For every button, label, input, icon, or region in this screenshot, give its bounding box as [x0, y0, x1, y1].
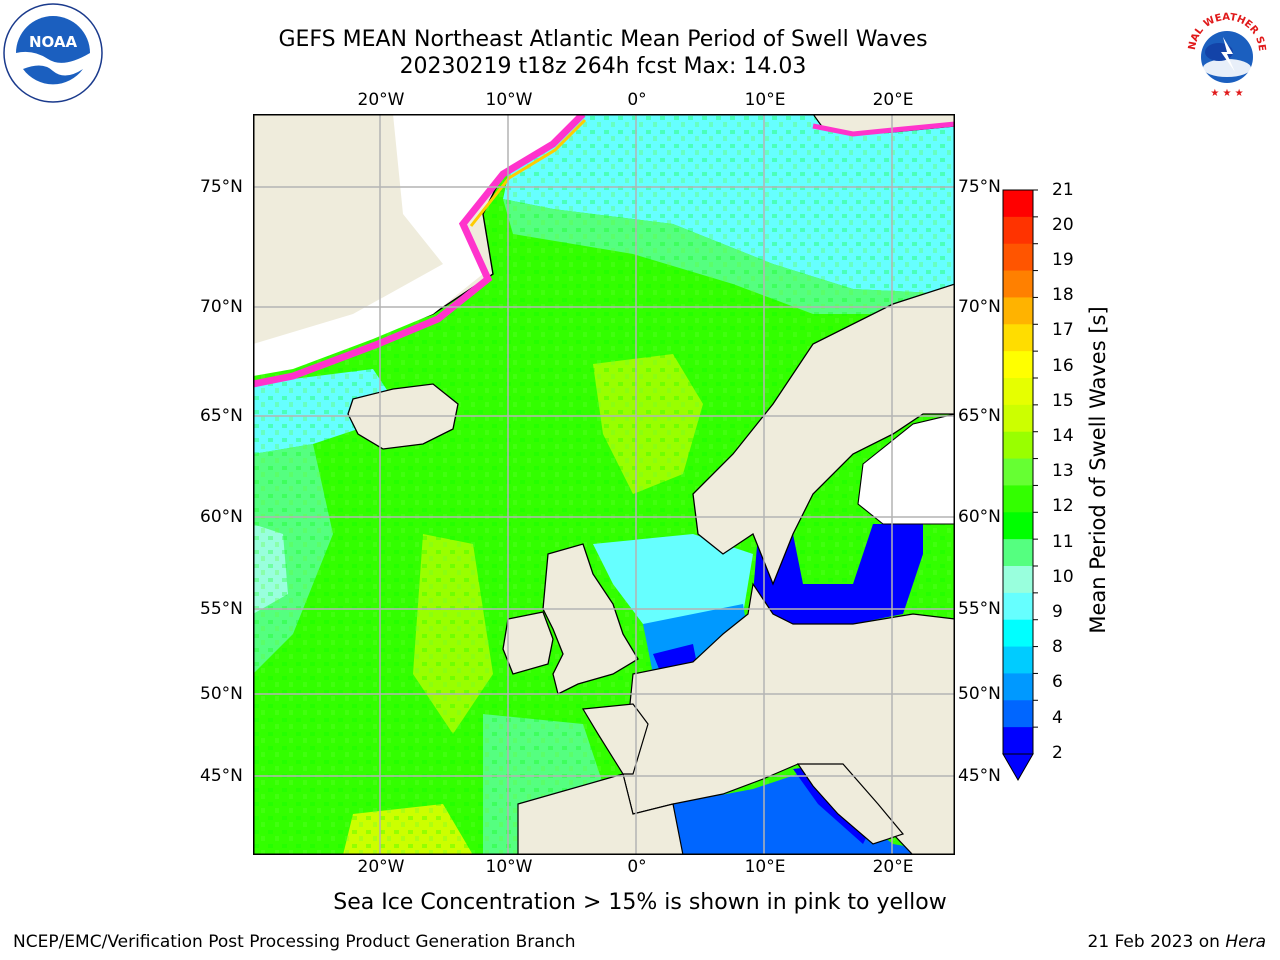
colorbar-segment: [1003, 324, 1033, 352]
lon-tick-bottom-0: 0°: [627, 857, 647, 877]
land-europe: [622, 582, 955, 855]
land-france-brittany: [581, 703, 649, 775]
colorbar-label: Mean Period of Swell Waves [s]: [1086, 306, 1110, 634]
colorbar-segment: [1003, 619, 1033, 648]
lat-tick-left-50n: 50°N: [200, 684, 243, 704]
svg-text:★ ★ ★: ★ ★ ★: [1210, 88, 1243, 99]
colorbar-segment: [1003, 431, 1033, 460]
colorbar: [1002, 189, 1038, 782]
land-ireland: [502, 611, 554, 675]
lat-tick-right-75n: 75°N: [958, 177, 1001, 197]
colorbar-tick: 8: [1052, 637, 1063, 657]
colorbar-tick: 19: [1052, 250, 1074, 270]
lon-tick-bottom-20e: 20°E: [872, 857, 914, 877]
colorbar-segment: [1003, 646, 1033, 674]
lat-tick-right-70n: 70°N: [958, 297, 1001, 317]
nws-logo: NATIONAL WEATHER SERVICE ★ ★ ★: [1177, 2, 1275, 100]
land-great-britain: [542, 543, 639, 695]
colorbar-tick: 12: [1052, 496, 1074, 516]
lat-tick-right-55n: 55°N: [958, 599, 1001, 619]
colorbar-segment: [1003, 378, 1033, 406]
colorbar-segment: [1003, 216, 1033, 245]
lat-tick-right-50n: 50°N: [958, 684, 1001, 704]
colorbar-segment: [1003, 297, 1033, 325]
lon-tick-bottom-10w: 10°W: [485, 857, 533, 877]
colorbar-tick: 4: [1052, 708, 1063, 728]
colorbar-tick: 17: [1052, 320, 1074, 340]
map-panel: [253, 114, 955, 855]
footer-date: 21 Feb 2023 on Hera: [1088, 932, 1266, 952]
noaa-logo-text: NOAA: [29, 33, 78, 51]
colorbar-tick: 2: [1052, 743, 1063, 763]
lat-tick-left-75n: 75°N: [200, 177, 243, 197]
lon-tick-top-20e: 20°E: [872, 90, 914, 110]
colorbar-tick: 6: [1052, 672, 1063, 692]
colorbar-segment: [1003, 270, 1033, 298]
colorbar-segment: [1003, 700, 1033, 728]
mediterranean-sea: [673, 774, 955, 855]
colorbar-tick: 20: [1052, 215, 1074, 235]
colorbar-segment: [1003, 512, 1033, 540]
colorbar-segment: [1003, 592, 1033, 621]
lat-tick-left-45n: 45°N: [200, 766, 243, 786]
sea-ice-edge-yellow: [469, 118, 587, 227]
lon-tick-top-20w: 20°W: [357, 90, 405, 110]
colorbar-segment: [1003, 727, 1033, 755]
colorbar-tick: 15: [1052, 391, 1074, 411]
footer-host: Hera: [1225, 932, 1266, 952]
colorbar-segment: [1003, 351, 1033, 379]
lat-tick-left-70n: 70°N: [200, 297, 243, 317]
lon-tick-bottom-10e: 10°E: [744, 857, 786, 877]
colorbar-tick: 9: [1052, 602, 1063, 622]
ice-region-white: [253, 114, 583, 376]
colorbar-segment: [1003, 190, 1033, 218]
colorbar-tick: 13: [1052, 461, 1074, 481]
footer-credit: NCEP/EMC/Verification Post Processing Pr…: [13, 932, 576, 952]
lon-tick-top-10w: 10°W: [485, 90, 533, 110]
colorbar-tick: 11: [1052, 532, 1074, 552]
lat-tick-right-45n: 45°N: [958, 766, 1001, 786]
lat-tick-right-65n: 65°N: [958, 406, 1001, 426]
land-italy: [796, 763, 905, 845]
colorbar-tick: 16: [1052, 356, 1074, 376]
colorbar-tick: 14: [1052, 426, 1074, 446]
colorbar-segment: [1003, 458, 1033, 486]
lat-tick-left-60n: 60°N: [200, 507, 243, 527]
chart-title: GEFS MEAN Northeast Atlantic Mean Period…: [278, 27, 928, 52]
colorbar-segment: [1003, 243, 1033, 272]
lon-tick-bottom-20w: 20°W: [357, 857, 405, 877]
noaa-logo: NOAA: [3, 3, 103, 103]
lat-tick-left-55n: 55°N: [200, 599, 243, 619]
colorbar-segment: [1003, 539, 1033, 567]
chart-subtitle: 20230219 t18z 264h fcst Max: 14.03: [399, 54, 807, 79]
map-frame: [253, 114, 955, 855]
finland-white: [857, 413, 955, 525]
colorbar-tick: 10: [1052, 567, 1074, 587]
lon-tick-top-0: 0°: [627, 90, 647, 110]
colorbar-frame: [1002, 189, 1034, 755]
map-gridlines: [253, 114, 955, 855]
lat-tick-left-65n: 65°N: [200, 406, 243, 426]
baltic-sea: [753, 524, 923, 624]
sea-ice-svalbard: [812, 121, 955, 137]
colorbar-segment: [1003, 404, 1033, 433]
caption: Sea Ice Concentration > 15% is shown in …: [333, 890, 947, 915]
colorbar-tick: 18: [1052, 285, 1074, 305]
colorbar-segment: [1003, 566, 1033, 594]
lon-tick-top-10e: 10°E: [744, 90, 786, 110]
land-scandinavia: [692, 283, 955, 586]
footer-date-text: 21 Feb 2023 on: [1087, 932, 1220, 952]
lat-tick-right-60n: 60°N: [958, 507, 1001, 527]
colorbar-segment: [1003, 485, 1033, 513]
sea-ice-edge: [253, 114, 586, 388]
colorbar-tick: 21: [1052, 180, 1074, 200]
colorbar-under-arrow: [1002, 753, 1034, 782]
colorbar-segment: [1003, 673, 1033, 701]
